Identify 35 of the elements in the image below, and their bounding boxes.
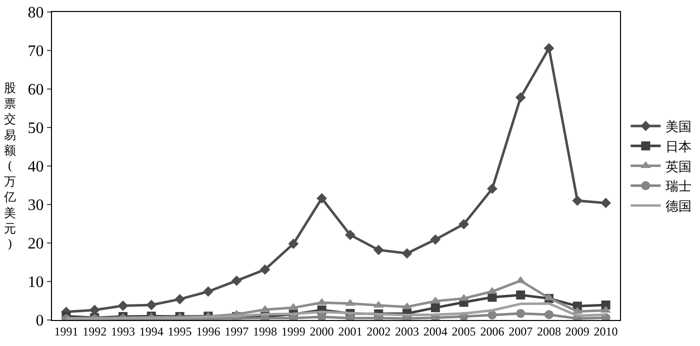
x-tick-label: 2006: [480, 324, 504, 338]
y-tick-label: 30: [28, 197, 44, 214]
legend-label: 日本: [666, 140, 692, 155]
y-tick-label: 70: [28, 43, 44, 60]
y-tick-label: 40: [28, 158, 44, 176]
x-tick-label: 2001: [338, 324, 362, 338]
x-tick-label: 2000: [310, 324, 334, 338]
x-tick-label: 1996: [196, 324, 220, 338]
x-tick-label: 2009: [565, 324, 590, 338]
x-tick-label: 2003: [395, 324, 419, 338]
x-tick-label: 2004: [423, 324, 448, 338]
legend-label: 瑞士: [666, 180, 692, 195]
x-tick-label: 2007: [508, 324, 533, 338]
x-tick-label: 1998: [253, 324, 277, 338]
x-tick-label: 1997: [224, 324, 249, 338]
x-tick-label: 1995: [168, 324, 192, 338]
x-tick-label: 2005: [452, 324, 476, 338]
y-tick-label: 0: [36, 312, 44, 330]
x-tick-label: 2010: [594, 324, 618, 338]
legend-label: 英国: [666, 160, 692, 175]
y-tick-label: 10: [28, 274, 44, 292]
x-tick-label: 2002: [366, 324, 391, 338]
x-tick-label: 2008: [537, 324, 561, 338]
y-tick-label: 60: [28, 82, 44, 99]
y-tick-label: 20: [28, 236, 44, 253]
x-tick-label: 1994: [139, 324, 164, 338]
x-tick-label: 1992: [82, 324, 107, 338]
legend-label: 德国: [666, 200, 692, 215]
text: 股票交易额(万亿美元): [4, 81, 16, 251]
x-tick-label: 1991: [54, 324, 78, 338]
x-tick-label: 1999: [281, 324, 306, 338]
y-tick-label: 80: [28, 4, 44, 22]
x-tick-label: 1993: [111, 324, 135, 338]
legend-label: 美国: [666, 119, 692, 136]
y-tick-label: 50: [28, 120, 44, 138]
